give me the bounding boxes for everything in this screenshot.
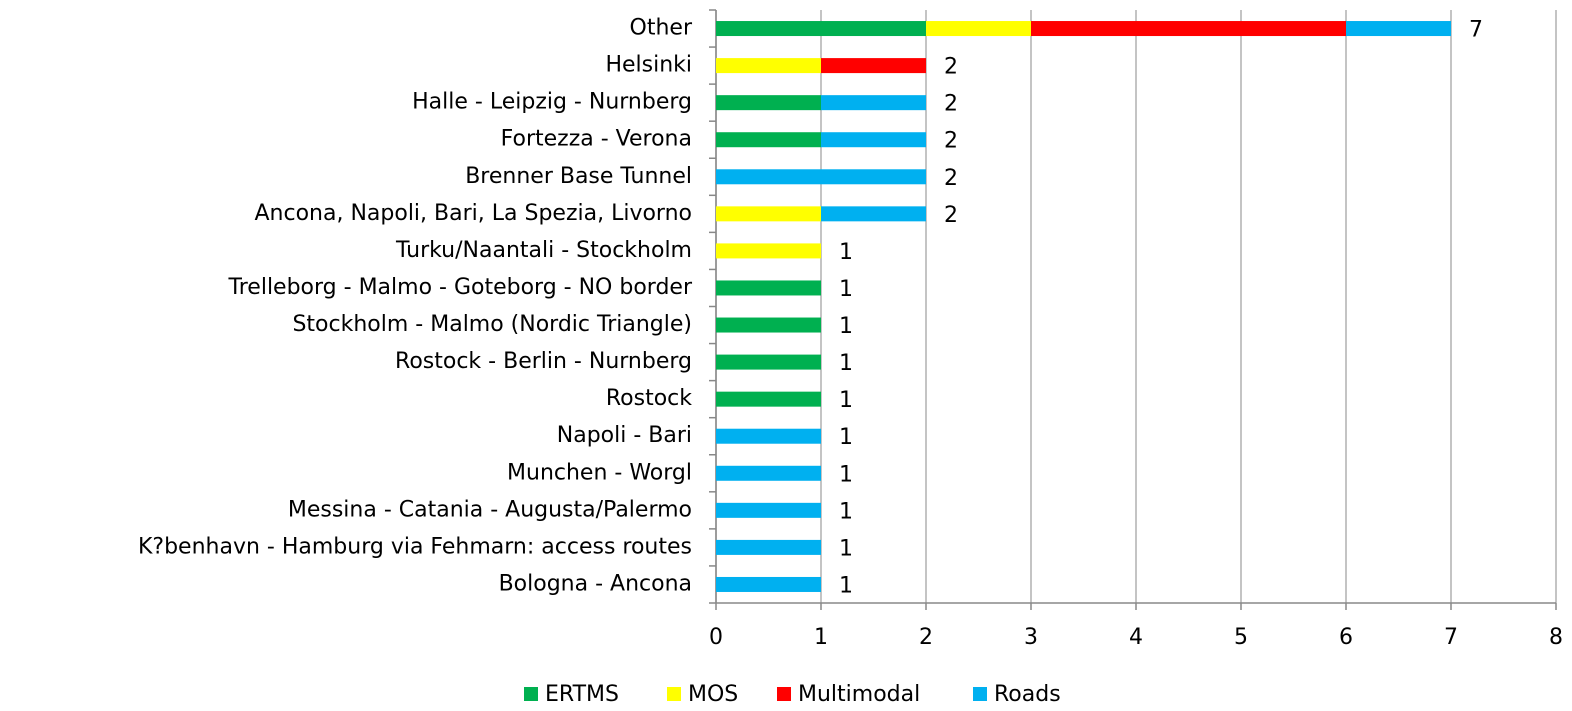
bar-segment (716, 354, 821, 370)
x-tick-label: 3 (1024, 625, 1038, 650)
bar-segment (716, 58, 821, 74)
x-tick-label: 8 (1549, 625, 1563, 650)
bar-segment (716, 280, 821, 296)
y-tick-label: Rostock - Berlin - Nurnberg (395, 349, 692, 374)
y-tick-label: Halle - Leipzig - Nurnberg (412, 90, 692, 115)
legend-swatch (667, 687, 681, 701)
bar-segment (716, 576, 821, 592)
bar-segment (716, 132, 821, 148)
total-label: 7 (1469, 18, 1483, 43)
y-tick-label: Trelleborg - Malmo - Goteborg - NO borde… (228, 275, 693, 300)
y-tick-label: Munchen - Worgl (507, 460, 692, 485)
bar-segment (716, 21, 926, 37)
legend-label: Roads (994, 682, 1061, 707)
total-label: 1 (839, 388, 853, 413)
bar-segment (716, 539, 821, 555)
legend-swatch (777, 687, 791, 701)
total-label: 2 (944, 166, 958, 191)
y-tick-label: Messina - Catania - Augusta/Palermo (288, 497, 692, 522)
total-label: 2 (944, 203, 958, 228)
bar-segment (716, 169, 926, 185)
bar-segment (1031, 21, 1346, 37)
total-label: 1 (839, 499, 853, 524)
bar-segment (716, 317, 821, 333)
legend-label: ERTMS (545, 682, 619, 707)
bar-segment (821, 58, 926, 74)
total-label: 1 (839, 314, 853, 339)
bar-segment (716, 502, 821, 518)
y-tick-label: Ancona, Napoli, Bari, La Spezia, Livorno (255, 201, 693, 226)
total-label: 1 (839, 425, 853, 450)
y-tick-label: Stockholm - Malmo (Nordic Triangle) (292, 312, 692, 337)
bar-segment (821, 206, 926, 222)
x-tick-label: 0 (709, 625, 723, 650)
x-tick-label: 4 (1129, 625, 1143, 650)
bar-segment (716, 428, 821, 444)
y-tick-label: Helsinki (605, 53, 692, 78)
bar-segment (1346, 21, 1451, 37)
legend-label: MOS (688, 682, 738, 707)
bar-segment (716, 243, 821, 259)
legend-swatch (524, 687, 538, 701)
total-label: 2 (944, 92, 958, 117)
y-tick-label: Fortezza - Verona (501, 127, 692, 152)
x-tick-label: 1 (814, 625, 828, 650)
bar-segment (821, 132, 926, 148)
total-label: 1 (839, 462, 853, 487)
total-label: 1 (839, 536, 853, 561)
legend-swatch (973, 687, 987, 701)
total-label: 2 (944, 55, 958, 80)
bar-segment (821, 95, 926, 111)
legend-label: Multimodal (798, 682, 920, 707)
y-tick-label: Napoli - Bari (557, 423, 692, 448)
y-tick-label: Brenner Base Tunnel (465, 164, 692, 189)
x-tick-label: 2 (919, 625, 933, 650)
bar-segment (926, 21, 1031, 37)
bar-segment (716, 391, 821, 407)
total-label: 1 (839, 277, 853, 302)
bar-segment (716, 206, 821, 222)
x-tick-label: 6 (1339, 625, 1353, 650)
bar-segment (716, 465, 821, 481)
bar-segment (716, 95, 821, 111)
y-tick-label: Bologna - Ancona (499, 571, 692, 596)
y-tick-label: Rostock (606, 386, 692, 411)
x-tick-label: 5 (1234, 625, 1248, 650)
total-label: 1 (839, 240, 853, 265)
total-label: 1 (839, 573, 853, 598)
x-tick-label: 7 (1444, 625, 1458, 650)
total-label: 2 (944, 129, 958, 154)
y-tick-label: Other (630, 16, 693, 41)
y-tick-label: Turku/Naantali - Stockholm (395, 238, 692, 263)
total-label: 1 (839, 351, 853, 376)
y-tick-label: K?benhavn - Hamburg via Fehmarn: access … (138, 534, 692, 559)
